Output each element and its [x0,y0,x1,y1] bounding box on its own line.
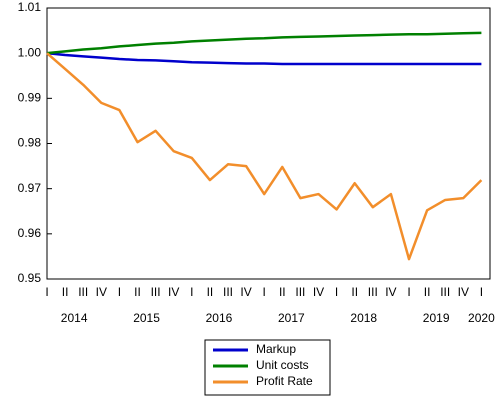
x-group-label: 2019 [423,311,450,325]
x-group-label: 2017 [278,311,305,325]
x-tick-label: I [335,285,338,299]
x-tick-label: II [279,285,286,299]
y-tick-label: 0.97 [18,181,42,195]
legend-label: Markup [256,342,296,356]
x-tick-label: I [263,285,266,299]
series-line [46,52,483,261]
x-group-label: 2018 [350,311,377,325]
x-tick-label: I [118,285,121,299]
x-group-label: 2015 [133,311,160,325]
series-line [46,31,482,55]
x-tick-label: IV [385,285,396,299]
x-tick-label: II [424,285,431,299]
y-tick-label: 1.01 [18,0,42,14]
x-tick-label: IV [96,285,107,299]
plot-frame [46,7,491,280]
x-tick-label: II [62,285,69,299]
x-tick-label: II [351,285,358,299]
x-tick-label: I [190,285,193,299]
x-tick-label: III [151,285,161,299]
x-tick-label: II [134,285,141,299]
x-tick-label: III [78,285,88,299]
x-tick-label: IV [458,285,469,299]
x-tick-label: III [295,285,305,299]
x-tick-label: III [440,285,450,299]
series-line [46,51,482,66]
x-group-label: 2014 [61,311,88,325]
x-tick-label: I [45,285,48,299]
y-tick-label: 0.96 [18,226,42,240]
x-tick-label: I [407,285,410,299]
y-tick-label: 0.95 [18,271,42,285]
legend-label: Profit Rate [256,374,313,388]
y-tick-label: 1.00 [18,45,42,59]
x-tick-label: IV [240,285,251,299]
y-tick-label: 0.99 [18,91,42,105]
x-tick-label: I [480,285,483,299]
x-group-label: 2016 [206,311,233,325]
x-tick-label: IV [168,285,179,299]
x-group-label: 2020 [468,311,495,325]
y-tick-label: 0.98 [18,136,42,150]
x-tick-label: II [207,285,214,299]
x-tick-label: IV [313,285,324,299]
legend-label: Unit costs [256,358,309,372]
x-tick-label: III [368,285,378,299]
x-tick-label: III [223,285,233,299]
